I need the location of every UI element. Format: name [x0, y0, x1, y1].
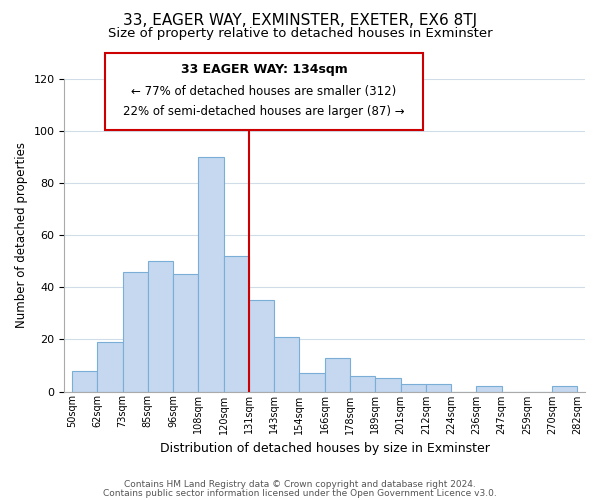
Text: 22% of semi-detached houses are larger (87) →: 22% of semi-detached houses are larger (… — [123, 106, 405, 118]
Bar — [199, 157, 224, 392]
Bar — [173, 274, 199, 392]
Text: 33 EAGER WAY: 134sqm: 33 EAGER WAY: 134sqm — [181, 64, 347, 76]
Bar — [299, 374, 325, 392]
Bar — [97, 342, 122, 392]
Bar — [476, 386, 502, 392]
Bar — [224, 256, 249, 392]
Y-axis label: Number of detached properties: Number of detached properties — [15, 142, 28, 328]
Bar — [401, 384, 426, 392]
X-axis label: Distribution of detached houses by size in Exminster: Distribution of detached houses by size … — [160, 442, 490, 455]
Bar — [325, 358, 350, 392]
Bar — [249, 300, 274, 392]
Text: Contains public sector information licensed under the Open Government Licence v3: Contains public sector information licen… — [103, 489, 497, 498]
Text: Contains HM Land Registry data © Crown copyright and database right 2024.: Contains HM Land Registry data © Crown c… — [124, 480, 476, 489]
Bar — [72, 370, 97, 392]
Bar — [148, 262, 173, 392]
Bar — [375, 378, 401, 392]
Text: Size of property relative to detached houses in Exminster: Size of property relative to detached ho… — [107, 28, 493, 40]
Bar — [274, 337, 299, 392]
Bar — [350, 376, 375, 392]
Text: ← 77% of detached houses are smaller (312): ← 77% of detached houses are smaller (31… — [131, 84, 397, 98]
Text: 33, EAGER WAY, EXMINSTER, EXETER, EX6 8TJ: 33, EAGER WAY, EXMINSTER, EXETER, EX6 8T… — [123, 12, 477, 28]
Bar — [552, 386, 577, 392]
Bar — [122, 272, 148, 392]
Bar — [426, 384, 451, 392]
